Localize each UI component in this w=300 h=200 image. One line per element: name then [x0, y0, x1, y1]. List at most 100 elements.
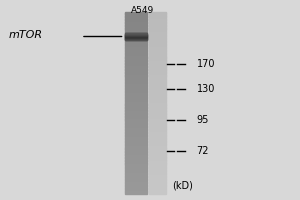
Bar — [124, 39, 147, 40]
Bar — [149, 148, 166, 150]
Bar — [124, 59, 147, 61]
Text: mTOR: mTOR — [9, 29, 43, 40]
Bar — [124, 147, 147, 148]
Bar — [124, 28, 147, 30]
Bar — [124, 33, 147, 34]
Bar — [149, 133, 166, 135]
Bar — [149, 157, 166, 159]
Bar — [124, 95, 147, 97]
Bar — [149, 95, 166, 97]
Bar — [124, 88, 147, 89]
Bar — [124, 165, 147, 167]
Bar — [124, 32, 147, 33]
Bar — [149, 171, 166, 173]
Bar — [149, 80, 166, 82]
Bar — [149, 45, 166, 47]
Bar — [124, 50, 147, 51]
Bar — [124, 38, 147, 39]
Bar — [149, 86, 166, 88]
Bar — [124, 112, 147, 114]
Bar — [124, 71, 147, 73]
Bar — [124, 72, 147, 74]
Bar — [149, 66, 166, 68]
Bar — [124, 54, 147, 56]
Bar — [149, 116, 166, 118]
Bar — [124, 38, 147, 39]
Bar — [124, 191, 147, 192]
Bar — [149, 98, 166, 100]
Bar — [149, 156, 166, 158]
Bar — [149, 28, 166, 30]
Bar — [149, 121, 166, 123]
Bar — [149, 50, 166, 51]
Bar — [149, 109, 166, 111]
Bar — [149, 129, 166, 130]
Bar — [124, 39, 147, 40]
Bar — [149, 54, 166, 56]
Bar — [124, 182, 147, 183]
Bar — [124, 142, 147, 144]
Bar — [124, 113, 147, 115]
Bar — [124, 36, 147, 38]
Bar — [124, 100, 147, 101]
Bar — [149, 147, 166, 148]
Bar — [124, 92, 147, 94]
Bar — [149, 42, 166, 44]
Bar — [149, 138, 166, 139]
Bar — [149, 183, 166, 185]
Bar — [149, 191, 166, 192]
Bar — [149, 57, 166, 59]
Bar — [124, 91, 147, 92]
Bar — [149, 41, 166, 42]
Bar — [149, 85, 166, 86]
Bar — [124, 35, 147, 36]
Bar — [149, 101, 166, 103]
Bar — [149, 53, 166, 54]
Bar — [124, 189, 147, 191]
Bar — [149, 100, 166, 101]
Bar — [124, 75, 147, 77]
Bar — [124, 121, 147, 123]
Text: 95: 95 — [196, 115, 209, 125]
Bar — [124, 148, 147, 150]
Bar — [149, 22, 166, 24]
Bar — [149, 124, 166, 126]
Bar — [124, 53, 147, 54]
Bar — [149, 71, 166, 73]
Bar — [149, 79, 166, 80]
Bar — [124, 79, 147, 80]
Bar — [149, 192, 166, 194]
Bar — [149, 159, 166, 161]
Bar — [124, 192, 147, 194]
Bar — [124, 48, 147, 50]
Bar — [124, 173, 147, 174]
Bar — [149, 185, 166, 186]
Bar — [124, 37, 147, 38]
Bar — [149, 132, 166, 133]
Bar — [124, 89, 147, 91]
Bar — [124, 41, 147, 42]
Bar — [124, 34, 147, 35]
Bar — [124, 25, 147, 27]
Bar — [149, 62, 166, 64]
Bar — [149, 110, 166, 112]
Bar — [149, 166, 166, 168]
Bar — [124, 141, 147, 142]
Bar — [149, 119, 166, 121]
Bar — [124, 37, 147, 38]
Bar — [149, 75, 166, 77]
Bar — [124, 27, 147, 29]
Bar — [149, 180, 166, 182]
Bar — [124, 62, 147, 64]
Bar — [149, 60, 166, 62]
Bar — [149, 48, 166, 50]
Bar — [149, 170, 166, 171]
Bar — [124, 162, 147, 164]
Bar — [124, 36, 147, 37]
Bar — [124, 159, 147, 161]
Bar — [124, 116, 147, 118]
Bar — [124, 80, 147, 82]
Bar — [124, 185, 147, 186]
Bar — [149, 24, 166, 26]
Bar — [124, 22, 147, 24]
